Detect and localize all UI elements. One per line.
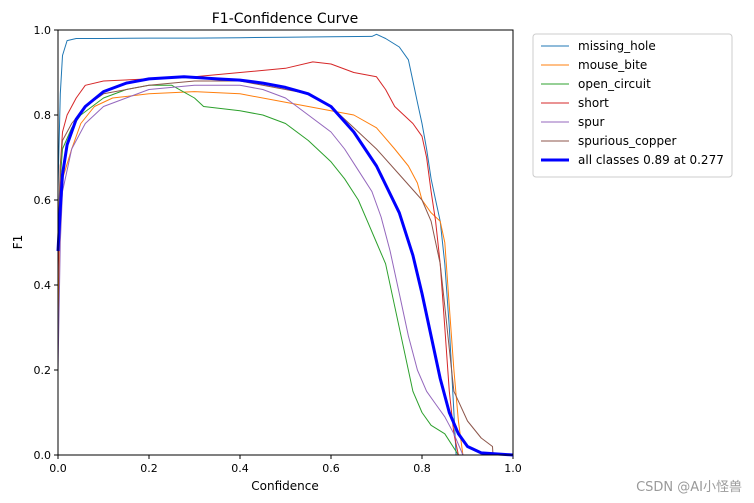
series-line-short	[57, 61, 459, 456]
watermark: CSDN @AI小怪兽	[636, 480, 742, 495]
axis-ticks: 0.0 0.2 0.4 0.6 0.8 1.0 0.0 0.2 0.4 0.6 0.8 1.0	[34, 24, 522, 475]
series-line-spurious-copper	[57, 80, 494, 456]
legend-label: short	[578, 96, 609, 110]
legend-label: spur	[578, 115, 604, 129]
plot-area-frame	[57, 29, 514, 456]
y-tick-label: 0.4	[34, 279, 52, 292]
legend-box	[532, 33, 733, 178]
x-axis-label: Confidence	[251, 479, 318, 493]
legend-label: mouse_bite	[578, 58, 647, 72]
y-axis-label: F1	[11, 235, 25, 250]
series-line-open-circuit	[57, 84, 459, 456]
y-tick-label: 1.0	[34, 24, 52, 37]
x-tick-label: 0.4	[231, 462, 249, 475]
x-tick-label: 0.8	[413, 462, 431, 475]
series-line-missing-hole	[57, 33, 457, 456]
y-tick-label: 0.2	[34, 364, 52, 377]
series-line-spur	[57, 84, 464, 456]
legend-label: spurious_copper	[578, 134, 676, 148]
x-tick-label: 1.0	[504, 462, 522, 475]
series-lines	[56, 33, 514, 457]
y-tick-label: 0.6	[34, 194, 52, 207]
x-tick-label: 0.6	[322, 462, 340, 475]
legend-label: open_circuit	[578, 77, 651, 91]
x-tick-label: 0.0	[49, 462, 67, 475]
legend-label: missing_hole	[578, 39, 656, 53]
y-tick-label: 0.8	[34, 109, 52, 122]
x-tick-label: 0.2	[140, 462, 158, 475]
y-tick-label: 0.0	[34, 449, 52, 462]
legend-label: all classes 0.89 at 0.277	[578, 153, 724, 167]
series-line-mouse-bite	[57, 91, 464, 456]
series-line-all-classes-0-89-at-0-277	[56, 75, 514, 457]
chart-title: F1-Confidence Curve	[212, 11, 358, 27]
